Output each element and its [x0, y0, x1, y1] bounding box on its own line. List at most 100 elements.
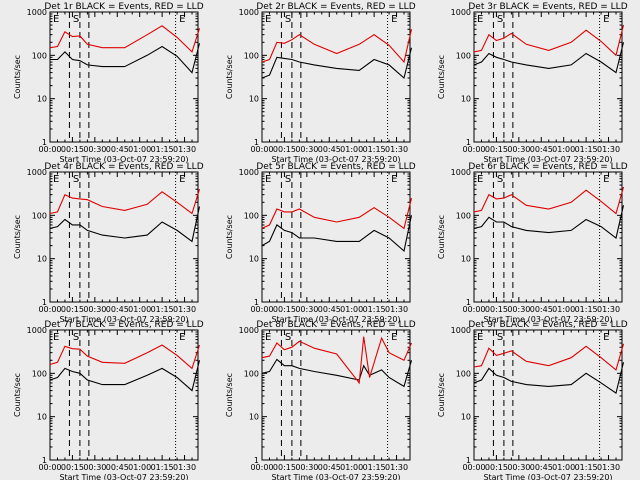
marker-e-label: E: [179, 14, 185, 25]
marker-s-label: S: [497, 174, 503, 185]
events-series-line: [261, 215, 413, 253]
x-tick-label: 01:00: [552, 463, 575, 472]
x-tick-label: 00:45: [530, 145, 553, 154]
y-tick-label: 100: [32, 51, 47, 60]
marker-s-label: S: [285, 332, 291, 343]
x-tick-label: 00:45: [530, 463, 553, 472]
x-tick-label: 00:15: [61, 463, 84, 472]
marker-s-label: S: [73, 332, 79, 343]
y-tick-label: 10: [37, 413, 47, 422]
x-tick-label: 00:00: [38, 145, 61, 154]
x-tick-label: 00:30: [507, 463, 530, 472]
y-tick-label: 10: [461, 255, 471, 264]
marker-s-label: S: [73, 174, 79, 185]
marker-e-label: E: [53, 174, 59, 185]
x-tick-label: 00:00: [38, 463, 61, 472]
chart-panel: Det 2r BLACK = Events, RED = LLD 1 10 100 10…: [225, 2, 416, 164]
x-tick-label: 00:45: [106, 145, 129, 154]
x-tick-label: 01:30: [597, 145, 620, 154]
chart-panel: Det 5r BLACK = Events, RED = LLD 1 10 100 10…: [225, 162, 416, 324]
x-tick-label: 01:30: [597, 463, 620, 472]
y-axis-label: Counts/sec: [437, 373, 446, 417]
lld-series-line: [261, 197, 413, 230]
plot-frame: [49, 329, 199, 461]
lld-series-line: [49, 25, 201, 53]
marker-e-label: E: [179, 332, 185, 343]
y-tick-label: 1: [466, 456, 471, 465]
plot-frame: [261, 329, 411, 461]
x-tick-label: 01:00: [552, 305, 575, 314]
x-axis-label: Start Time (03-Oct-07 23:59:20): [483, 315, 612, 324]
x-tick-label: 00:15: [61, 145, 84, 154]
y-axis-label: Counts/sec: [225, 215, 234, 259]
x-axis-label: Start Time (03-Oct-07 23:59:20): [271, 155, 400, 164]
chart-title: Det 8r BLACK = Events, RED = LLD: [256, 320, 415, 330]
x-tick-label: 01:15: [363, 463, 386, 472]
marker-e-label: E: [391, 14, 397, 25]
x-tick-label: 00:15: [273, 145, 296, 154]
x-tick-label: 00:15: [485, 463, 508, 472]
y-axis-label: Counts/sec: [13, 215, 22, 259]
x-tick-label: 01:15: [575, 305, 598, 314]
x-tick-label: 00:45: [318, 145, 341, 154]
chart-title: Det 7r BLACK = Events, RED = LLD: [44, 320, 203, 330]
events-series-line: [49, 206, 201, 243]
marker-e-label: E: [603, 174, 609, 185]
plot-frame: [49, 171, 199, 303]
x-tick-label: 00:30: [507, 305, 530, 314]
y-tick-label: 1000: [451, 8, 471, 17]
y-tick-label: 100: [32, 369, 47, 378]
x-tick-label: 00:45: [530, 305, 553, 314]
events-series-line: [473, 42, 625, 74]
x-axis-label: Start Time (03-Oct-07 23:59:20): [271, 315, 400, 324]
y-tick-label: 100: [32, 211, 47, 220]
x-tick-label: 01:15: [151, 145, 174, 154]
y-tick-label: 1: [254, 456, 259, 465]
x-tick-label: 01:00: [340, 145, 363, 154]
x-tick-label: 00:30: [507, 145, 530, 154]
y-tick-label: 1000: [239, 168, 259, 177]
marker-e-label: E: [477, 332, 483, 343]
marker-e-label: E: [265, 332, 271, 343]
marker-e-label: E: [477, 174, 483, 185]
marker-e-label: E: [53, 332, 59, 343]
chart-title: Det 1r BLACK = Events, RED = LLD: [44, 2, 203, 12]
x-tick-label: 01:00: [340, 463, 363, 472]
chart-panel: Det 3r BLACK = Events, RED = LLD 1 10 100 10…: [437, 2, 628, 164]
y-tick-label: 1: [42, 298, 47, 307]
x-tick-label: 00:15: [485, 145, 508, 154]
marker-s-label: S: [73, 14, 79, 25]
plot-frame: [261, 171, 411, 303]
chart-panel: Det 1r BLACK = Events, RED = LLD 1 10 100 10…: [13, 2, 204, 164]
marker-e-label: E: [391, 174, 397, 185]
y-tick-label: 1000: [451, 326, 471, 335]
x-tick-label: 01:30: [385, 463, 408, 472]
events-series-line: [49, 360, 201, 392]
marker-s-label: S: [285, 14, 291, 25]
chart-panel: Det 7r BLACK = Events, RED = LLD 1 10 100 10…: [13, 320, 204, 480]
plot-frame: [473, 329, 623, 461]
y-tick-label: 1000: [27, 8, 47, 17]
lld-series-line: [261, 29, 413, 64]
x-tick-label: 01:30: [385, 145, 408, 154]
x-tick-label: 00:00: [38, 305, 61, 314]
lld-series-line: [261, 336, 413, 385]
x-tick-label: 01:30: [173, 145, 196, 154]
marker-e-label: E: [179, 174, 185, 185]
y-tick-label: 1000: [239, 326, 259, 335]
y-tick-label: 100: [244, 211, 259, 220]
plot-frame: [261, 11, 411, 143]
chart-title: Det 5r BLACK = Events, RED = LLD: [256, 162, 415, 172]
x-tick-label: 01:15: [151, 463, 174, 472]
x-tick-label: 00:00: [250, 305, 273, 314]
y-tick-label: 100: [456, 51, 471, 60]
x-axis-label: Start Time (03-Oct-07 23:59:20): [483, 473, 612, 480]
chart-panel: Det 4r BLACK = Events, RED = LLD 1 10 100 10…: [13, 162, 204, 324]
y-tick-label: 1: [42, 138, 47, 147]
x-axis-label: Start Time (03-Oct-07 23:59:20): [483, 155, 612, 164]
x-tick-label: 00:30: [295, 145, 318, 154]
y-axis-label: Counts/sec: [13, 55, 22, 99]
x-axis-label: Start Time (03-Oct-07 23:59:20): [59, 315, 188, 324]
y-tick-label: 10: [461, 95, 471, 104]
